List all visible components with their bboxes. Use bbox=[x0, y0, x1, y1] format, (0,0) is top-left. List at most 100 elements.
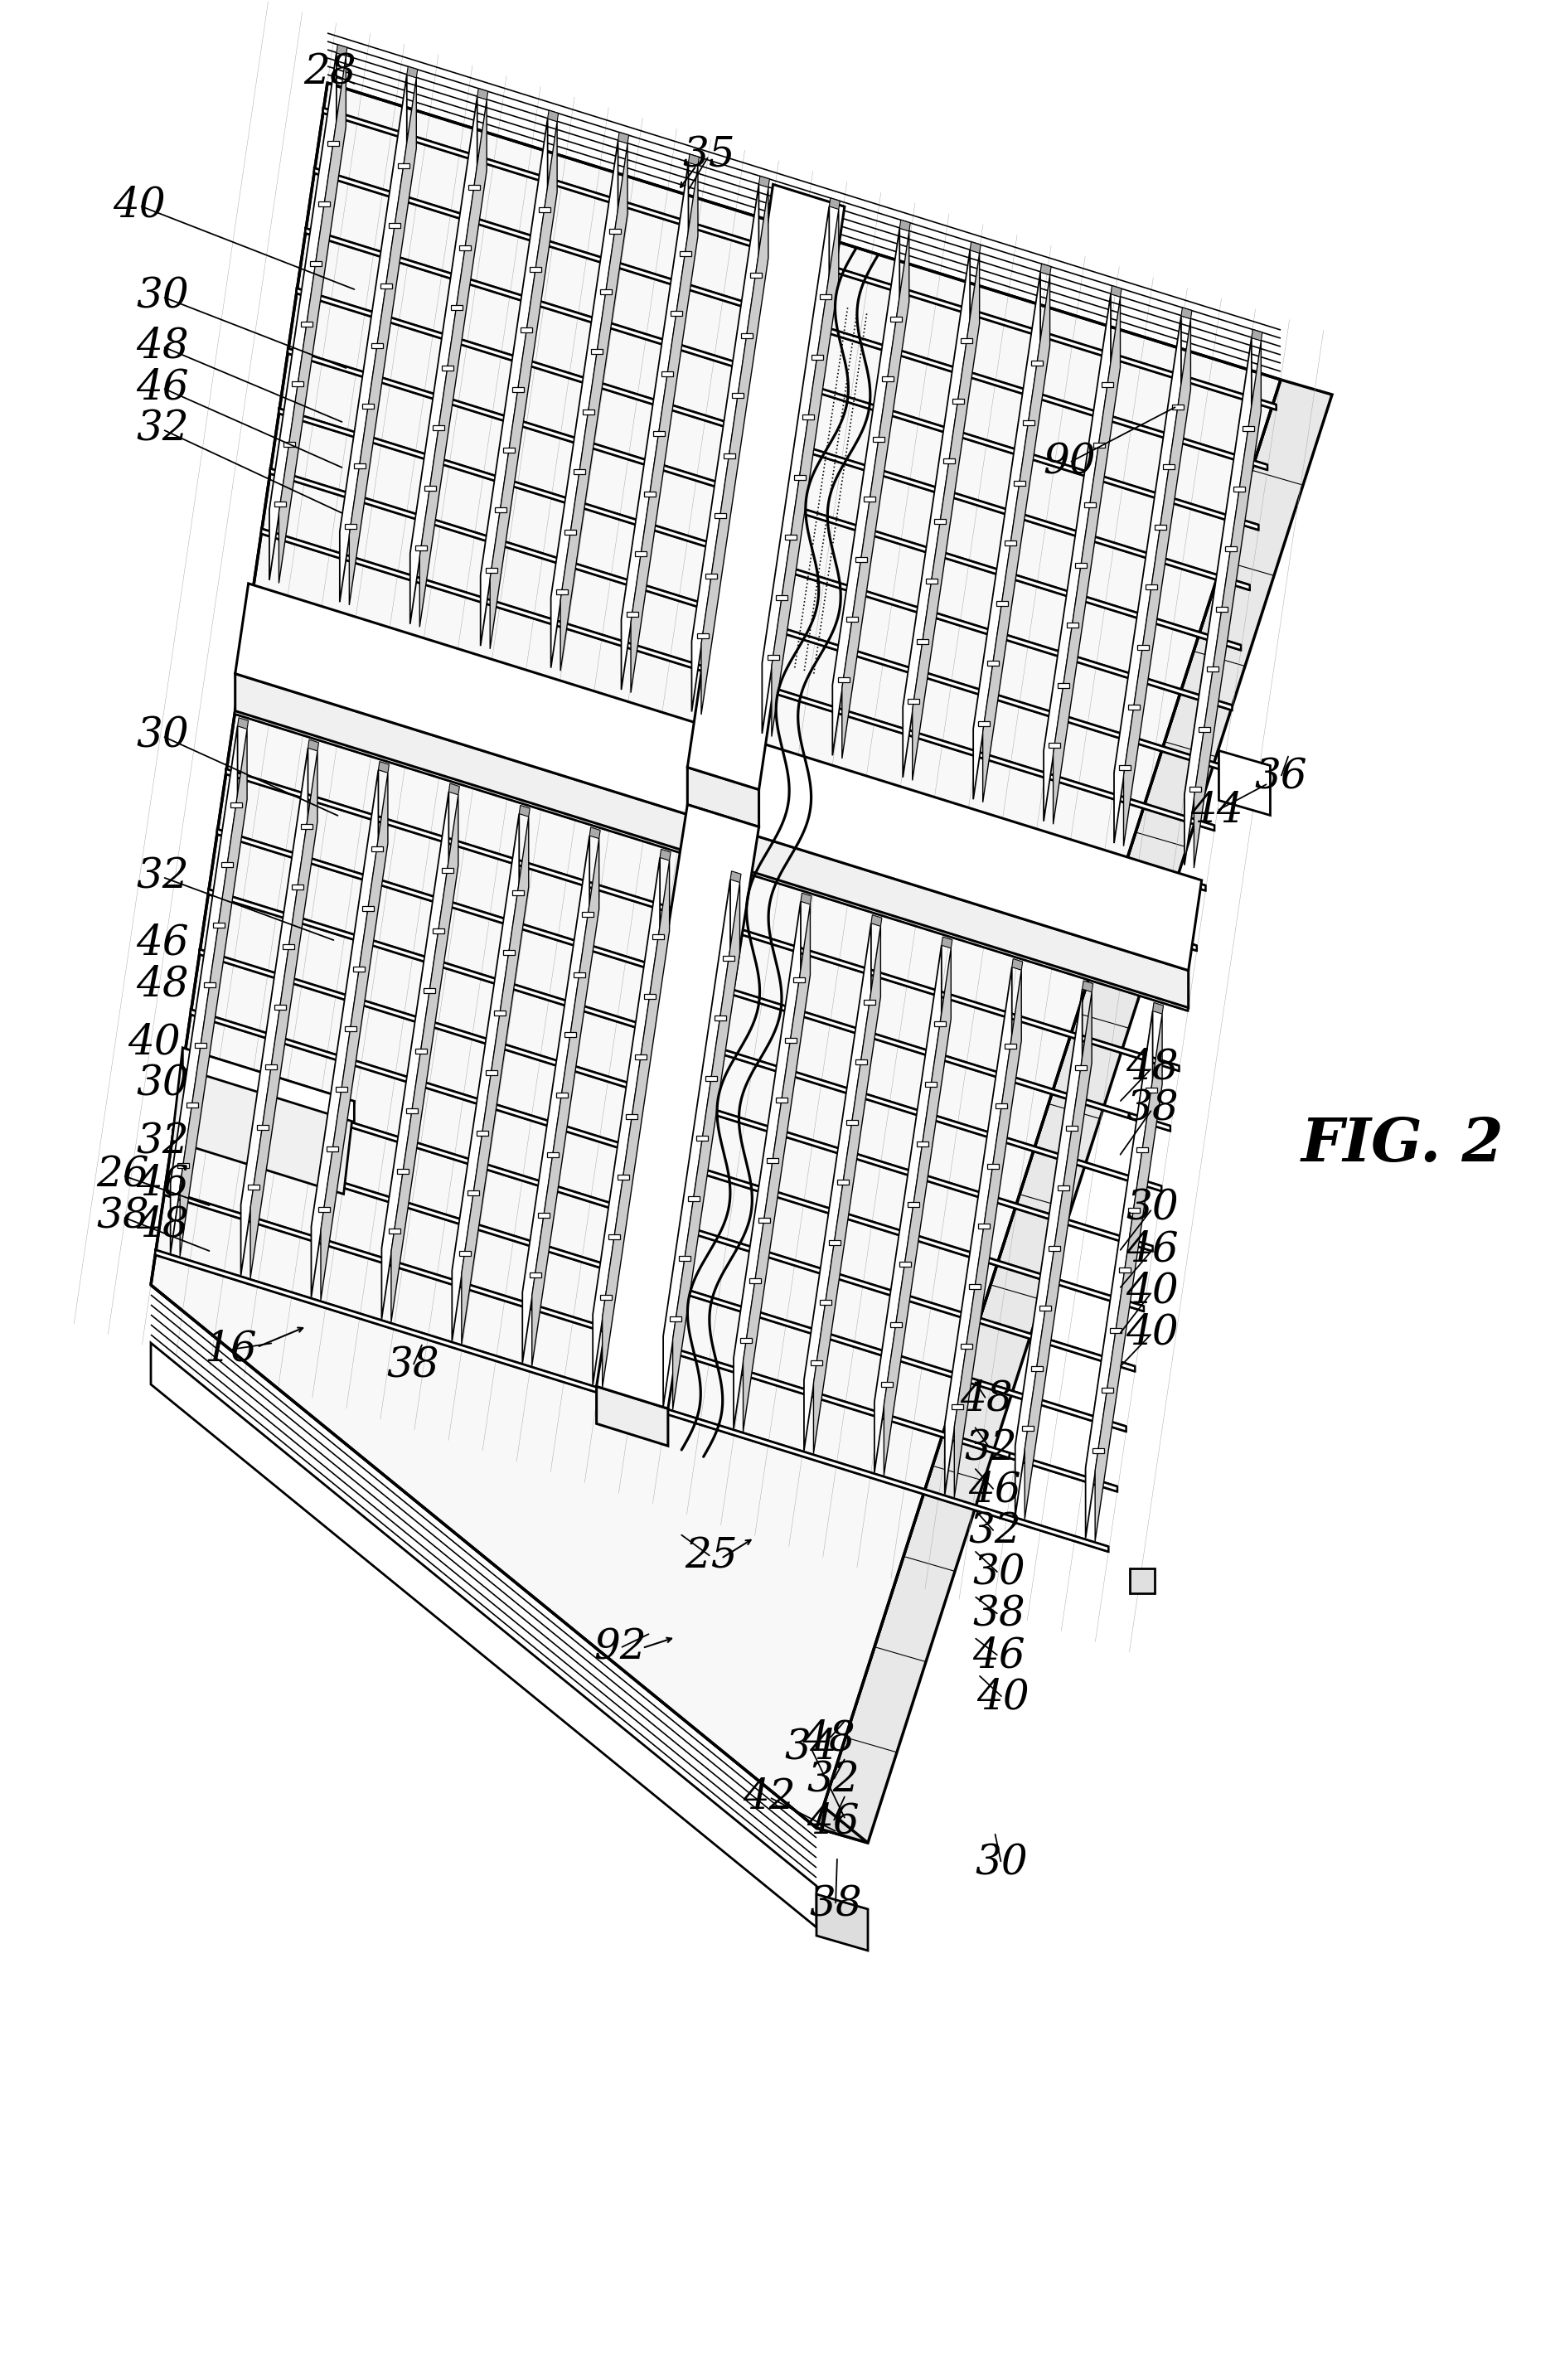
Polygon shape bbox=[627, 612, 638, 616]
Polygon shape bbox=[891, 317, 902, 321]
Polygon shape bbox=[1016, 990, 1083, 1516]
Polygon shape bbox=[485, 1071, 498, 1076]
Polygon shape bbox=[337, 45, 348, 55]
Polygon shape bbox=[574, 971, 585, 978]
Polygon shape bbox=[1184, 338, 1251, 864]
Polygon shape bbox=[1031, 359, 1044, 367]
Polygon shape bbox=[900, 219, 911, 231]
Polygon shape bbox=[969, 1283, 981, 1290]
Polygon shape bbox=[811, 1361, 822, 1366]
Polygon shape bbox=[1005, 1042, 1016, 1050]
Polygon shape bbox=[328, 140, 339, 145]
Polygon shape bbox=[785, 1038, 796, 1042]
Polygon shape bbox=[833, 228, 900, 754]
Polygon shape bbox=[532, 838, 599, 1366]
Polygon shape bbox=[398, 1169, 409, 1173]
Polygon shape bbox=[644, 490, 655, 495]
Polygon shape bbox=[292, 885, 304, 890]
Text: 46: 46 bbox=[807, 1802, 860, 1842]
Polygon shape bbox=[1041, 264, 1051, 276]
Polygon shape bbox=[178, 1164, 189, 1169]
Polygon shape bbox=[256, 1126, 268, 1130]
Polygon shape bbox=[287, 347, 1240, 650]
Polygon shape bbox=[1005, 540, 1017, 545]
Polygon shape bbox=[1044, 295, 1111, 821]
Polygon shape bbox=[652, 933, 665, 938]
Polygon shape bbox=[802, 414, 814, 419]
Polygon shape bbox=[323, 107, 1276, 409]
Polygon shape bbox=[555, 1092, 568, 1097]
Polygon shape bbox=[349, 79, 417, 605]
Polygon shape bbox=[944, 459, 955, 464]
Polygon shape bbox=[1083, 981, 1094, 992]
Text: 30: 30 bbox=[1126, 1188, 1179, 1228]
Polygon shape bbox=[1164, 464, 1175, 469]
Text: 32: 32 bbox=[964, 1428, 1017, 1468]
Polygon shape bbox=[1101, 383, 1114, 388]
Polygon shape bbox=[1154, 524, 1167, 528]
Polygon shape bbox=[1022, 1426, 1034, 1430]
Polygon shape bbox=[716, 823, 1189, 1007]
Text: 34: 34 bbox=[785, 1728, 838, 1768]
Polygon shape bbox=[1095, 1014, 1162, 1542]
Polygon shape bbox=[838, 678, 849, 683]
Polygon shape bbox=[995, 1104, 1008, 1109]
Polygon shape bbox=[705, 574, 718, 578]
Text: 25: 25 bbox=[685, 1537, 738, 1578]
Polygon shape bbox=[207, 890, 1162, 1190]
Polygon shape bbox=[183, 1047, 354, 1121]
Polygon shape bbox=[548, 109, 558, 121]
Polygon shape bbox=[881, 1383, 892, 1388]
Text: 42: 42 bbox=[743, 1778, 796, 1818]
Polygon shape bbox=[301, 321, 312, 326]
Polygon shape bbox=[279, 409, 1232, 709]
Polygon shape bbox=[1012, 959, 1023, 971]
Text: 90: 90 bbox=[1044, 443, 1095, 483]
Polygon shape bbox=[741, 333, 752, 338]
Polygon shape bbox=[961, 1345, 972, 1349]
Polygon shape bbox=[973, 271, 1041, 800]
Text: 40: 40 bbox=[1126, 1311, 1179, 1354]
Polygon shape bbox=[388, 224, 401, 228]
Polygon shape bbox=[335, 1088, 348, 1092]
Polygon shape bbox=[392, 795, 459, 1321]
Polygon shape bbox=[270, 52, 337, 581]
Polygon shape bbox=[381, 283, 392, 288]
Polygon shape bbox=[875, 945, 942, 1473]
Text: 32: 32 bbox=[969, 1511, 1022, 1552]
Polygon shape bbox=[512, 388, 524, 393]
Polygon shape bbox=[714, 514, 725, 519]
Polygon shape bbox=[680, 250, 691, 255]
Polygon shape bbox=[590, 828, 601, 838]
Polygon shape bbox=[741, 1338, 752, 1342]
Text: 48: 48 bbox=[136, 326, 189, 367]
Polygon shape bbox=[978, 1223, 989, 1228]
Polygon shape bbox=[248, 1185, 259, 1190]
Polygon shape bbox=[1129, 1568, 1154, 1592]
Polygon shape bbox=[548, 1152, 558, 1157]
Polygon shape bbox=[459, 245, 471, 250]
Polygon shape bbox=[371, 847, 382, 852]
Polygon shape bbox=[593, 857, 660, 1385]
Polygon shape bbox=[599, 1295, 612, 1299]
Polygon shape bbox=[170, 726, 237, 1254]
Polygon shape bbox=[917, 1142, 928, 1147]
Polygon shape bbox=[560, 143, 627, 671]
Polygon shape bbox=[314, 169, 1267, 469]
Polygon shape bbox=[688, 183, 844, 790]
Polygon shape bbox=[310, 262, 321, 267]
Text: 32: 32 bbox=[136, 409, 189, 450]
Polygon shape bbox=[462, 816, 529, 1345]
Polygon shape bbox=[512, 890, 524, 895]
Polygon shape bbox=[195, 1042, 206, 1047]
Polygon shape bbox=[406, 1109, 418, 1114]
Text: 46: 46 bbox=[136, 1164, 189, 1204]
Polygon shape bbox=[903, 250, 970, 778]
Polygon shape bbox=[382, 793, 449, 1319]
Polygon shape bbox=[913, 252, 980, 781]
Polygon shape bbox=[630, 167, 697, 693]
Polygon shape bbox=[261, 528, 1214, 831]
Text: 40: 40 bbox=[128, 1023, 181, 1064]
Polygon shape bbox=[279, 55, 346, 583]
Text: 32: 32 bbox=[136, 1121, 189, 1164]
